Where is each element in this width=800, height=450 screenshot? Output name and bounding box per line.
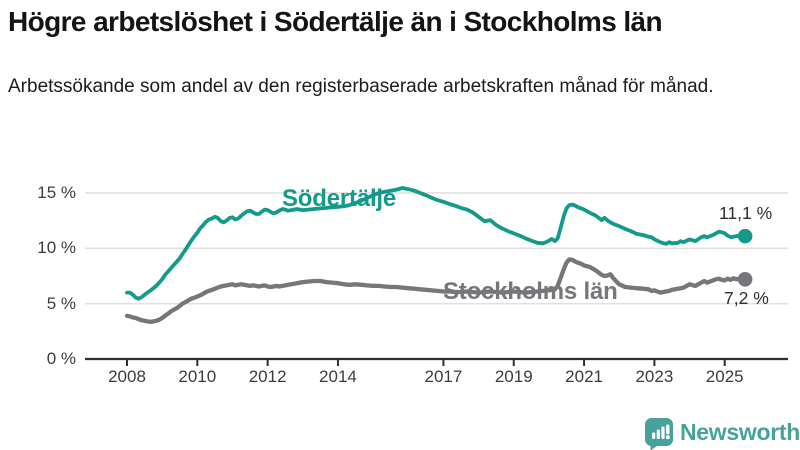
y-tick-label: 10 % (37, 238, 76, 258)
y-tick-label: 5 % (46, 293, 76, 313)
end-value-label-sodertalje: 11,1 % (719, 203, 773, 223)
page-title: Högre arbetslöshet i Södertälje än i Sto… (8, 6, 663, 37)
x-tick-label: 2010 (178, 367, 217, 386)
x-tick-label: 2025 (705, 367, 744, 386)
series-label-sodertalje: Södertälje (282, 185, 397, 212)
end-value-label-stockholm: 7,2 % (724, 288, 769, 308)
x-tick-label: 2019 (494, 367, 533, 386)
end-point-marker (737, 228, 753, 244)
y-tick-label: 15 % (37, 182, 76, 202)
x-tick-label: 2021 (565, 367, 603, 386)
bar-chart-speech-bubble-icon (645, 418, 673, 450)
line-series-stockholm (124, 257, 748, 325)
x-tick-label: 2008 (108, 367, 146, 386)
series-label-stockholm: Stockholms län (443, 278, 618, 305)
newsworthy-logo: Newsworthy (644, 417, 800, 450)
x-tick-label: 2014 (319, 367, 357, 386)
y-tick-label: 0 % (46, 349, 76, 368)
x-tick-label: 2012 (248, 367, 287, 386)
page-subtitle: Arbetssökande som andel av den registerb… (8, 76, 714, 97)
x-tick-label: 2023 (635, 367, 674, 386)
brand-wordmark: Newsworthy (680, 419, 800, 445)
x-tick-label: 2017 (424, 367, 463, 386)
end-point-marker (737, 271, 753, 287)
line-series-sodertalje (125, 186, 747, 301)
